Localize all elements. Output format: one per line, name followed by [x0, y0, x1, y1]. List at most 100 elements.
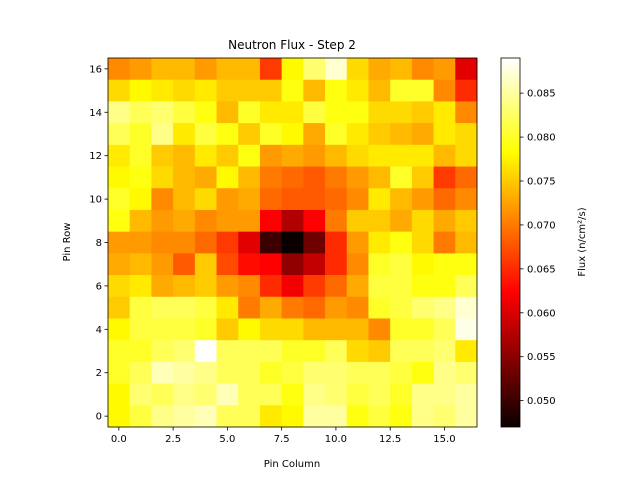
heatmap-cell	[368, 231, 391, 254]
heatmap-cell	[129, 275, 152, 298]
heatmap-cell	[129, 383, 152, 406]
heatmap-cell	[259, 58, 283, 81]
heatmap-cell	[173, 296, 196, 319]
heatmap-cell	[455, 231, 478, 254]
heatmap-cell	[173, 361, 196, 384]
heatmap-cell	[194, 79, 217, 102]
heatmap-cell	[151, 253, 174, 276]
x-tick-label: 15.0	[433, 434, 455, 445]
heatmap-cell	[390, 166, 413, 189]
heatmap-cell	[259, 188, 283, 211]
heatmap-cell	[173, 383, 196, 406]
heatmap-cell	[325, 166, 348, 189]
heatmap-cell	[216, 383, 239, 406]
heatmap-cell	[390, 361, 413, 384]
heatmap-cell	[108, 318, 131, 341]
y-axis-ticks: 0 2 4 6 8 10 12 14 16	[89, 64, 108, 423]
heatmap-cell	[108, 405, 131, 428]
heatmap-cell	[325, 340, 348, 363]
heatmap-cell	[173, 166, 196, 189]
heatmap-cell	[368, 253, 391, 276]
heatmap-cell	[303, 101, 326, 124]
heatmap-cell	[455, 58, 478, 81]
heatmap-cell	[151, 405, 174, 428]
heatmap-cell	[303, 318, 326, 341]
heatmap-cell	[108, 340, 131, 363]
heatmap-cell	[108, 79, 131, 102]
heatmap-cell	[346, 231, 369, 254]
heatmap-cell	[238, 58, 261, 81]
x-axis-ticks: 0.0 2.5 5.0 7.5 10.0 12.5 15.0	[111, 427, 456, 445]
heatmap-cell	[433, 383, 456, 406]
y-tick-label: 2	[96, 368, 102, 379]
heatmap-cell	[108, 166, 131, 189]
heatmap-cell	[368, 188, 391, 211]
heatmap-cell	[173, 144, 196, 167]
heatmap-cell	[390, 318, 413, 341]
heatmap-cell	[129, 296, 152, 319]
heatmap-cell	[238, 383, 261, 406]
y-tick-label: 0	[96, 412, 102, 423]
chart-title: Neutron Flux - Step 2	[228, 38, 356, 52]
heatmap-cell	[346, 383, 369, 406]
heatmap-cell	[173, 253, 196, 276]
heatmap-cell	[368, 123, 391, 146]
colorbar-tick-label: 0.060	[527, 308, 556, 319]
heatmap-cell	[238, 318, 261, 341]
heatmap-cell	[390, 405, 413, 428]
heatmap-cell	[411, 361, 434, 384]
heatmap-cell	[346, 361, 369, 384]
heatmap-cell	[259, 340, 283, 363]
heatmap-cell	[433, 101, 456, 124]
heatmap-cell	[281, 144, 304, 167]
heatmap-cell	[194, 144, 217, 167]
heatmap-cell	[194, 275, 217, 298]
heatmap-cell	[390, 383, 413, 406]
heatmap-cell	[259, 209, 283, 233]
heatmap-cell	[346, 405, 369, 428]
heatmap-cell	[433, 209, 456, 233]
heatmap-cell	[259, 318, 283, 341]
heatmap-cell	[433, 231, 456, 254]
colorbar-tick-label: 0.050	[527, 396, 556, 407]
heatmap-cell	[390, 275, 413, 298]
heatmap-cell	[390, 79, 413, 102]
x-tick-label: 12.5	[379, 434, 401, 445]
heatmap-cell	[194, 296, 217, 319]
y-tick-label: 16	[89, 64, 102, 75]
heatmap-cell	[455, 166, 478, 189]
heatmap-cell	[368, 318, 391, 341]
heatmap-cell	[129, 361, 152, 384]
heatmap-cell	[216, 144, 239, 167]
heatmap-cell	[259, 231, 283, 254]
heatmap-cell	[433, 405, 456, 428]
heatmap-cell	[194, 383, 217, 406]
heatmap-cell	[303, 275, 326, 298]
heatmap-cell	[151, 209, 174, 233]
heatmap-cell	[303, 231, 326, 254]
heatmap-cell	[238, 123, 261, 146]
heatmap-cell	[151, 383, 174, 406]
heatmap-cell	[281, 123, 304, 146]
heatmap-cell	[151, 188, 174, 211]
heatmap-cell	[303, 58, 326, 81]
heatmap-cell	[455, 79, 478, 102]
heatmap-cell	[433, 188, 456, 211]
heatmap-cell	[433, 58, 456, 81]
heatmap-cell	[194, 253, 217, 276]
heatmap-cell	[303, 144, 326, 167]
heatmap-cell	[390, 123, 413, 146]
heatmap-cell	[108, 275, 131, 298]
heatmap-cell	[108, 123, 131, 146]
heatmap-cell	[411, 101, 434, 124]
x-tick-label: 5.0	[219, 434, 235, 445]
heatmap-cell	[216, 101, 239, 124]
heatmap-cell	[303, 79, 326, 102]
heatmap-cell	[325, 253, 348, 276]
heatmap-cell	[238, 231, 261, 254]
heatmap-cell	[303, 405, 326, 428]
x-axis-label: Pin Column	[264, 459, 320, 470]
heatmap-cell	[216, 340, 239, 363]
heatmap-cell	[194, 340, 217, 363]
